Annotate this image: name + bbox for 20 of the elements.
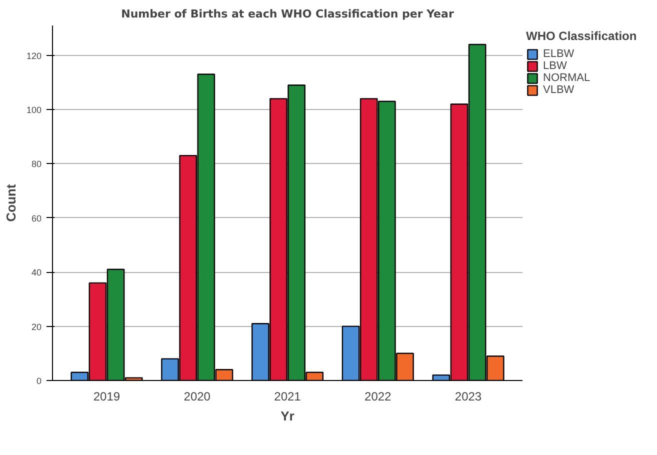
x-tick-label: 2023 [454,390,482,404]
y-tick-label: 0 [36,376,42,386]
chart-title: Number of Births at each WHO Classification per Year [121,8,454,20]
y-axis-title: Count [3,184,18,222]
x-tick-label: 2019 [93,390,120,404]
y-tick-label: 120 [26,50,42,61]
x-tick-label: 2022 [364,390,392,404]
legend-label: LBW [543,60,567,72]
legend-label: ELBW [543,48,574,60]
x-axis-title: Yr [280,408,294,424]
legend-label: NORMAL [543,72,590,84]
y-tick-label: 100 [26,105,42,116]
x-tick-label: 2020 [184,390,211,404]
y-tick-label: 40 [31,268,42,278]
y-tick-label: 20 [31,322,42,332]
y-tick-label: 60 [31,213,42,224]
y-tick-label: 80 [31,159,42,170]
x-tick-label: 2021 [274,390,302,404]
legend-title: WHO Classification [526,29,637,43]
legend-label: VLBW [543,84,574,96]
